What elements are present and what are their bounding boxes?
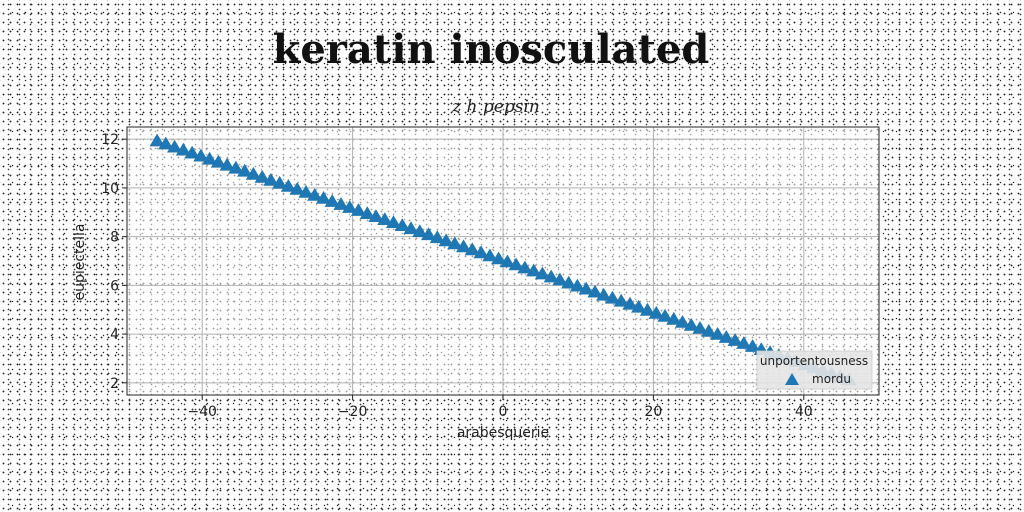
data-point	[552, 272, 568, 286]
data-point	[534, 266, 550, 280]
data-point	[333, 197, 349, 210]
data-point	[718, 330, 734, 343]
data-point	[210, 154, 226, 168]
data-point	[517, 260, 533, 274]
data-point	[167, 139, 183, 153]
data-point	[158, 136, 174, 150]
chart-subtitle: z h pepsin	[451, 97, 540, 117]
data-point	[578, 281, 594, 295]
grid	[127, 127, 879, 395]
data-point	[561, 275, 577, 289]
legend-marker-mordu	[785, 373, 799, 385]
data-point	[482, 248, 498, 262]
y-tick-label: 10	[101, 181, 119, 197]
data-point	[438, 233, 454, 247]
x-axis-label: arabesquerie	[457, 425, 549, 441]
data-point	[254, 169, 270, 183]
x-tick-label: 0	[499, 404, 508, 420]
data-point	[272, 175, 288, 189]
data-point	[447, 236, 463, 250]
x-tick-label: −40	[187, 404, 217, 420]
data-point	[569, 278, 585, 292]
y-tick-label: 12	[101, 132, 119, 148]
data-point	[184, 145, 200, 159]
y-tick-label: 4	[110, 327, 119, 343]
legend: unportentousness mordu	[756, 350, 873, 390]
data-point	[342, 200, 358, 213]
data-point	[324, 194, 340, 207]
data-point	[491, 251, 507, 265]
x-tick-label: 40	[795, 404, 813, 420]
y-tick-label: 2	[110, 376, 119, 392]
legend-label-mordu: mordu	[812, 372, 851, 386]
data-point	[202, 151, 218, 165]
data-point	[674, 315, 691, 328]
data-point	[631, 299, 647, 313]
data-point	[237, 163, 253, 177]
data-point	[219, 157, 235, 171]
data-point	[377, 212, 393, 225]
data-point	[245, 166, 261, 180]
y-tick-label: 6	[110, 278, 119, 294]
legend-box	[756, 350, 873, 390]
data-point	[499, 254, 515, 268]
data-point	[710, 327, 726, 340]
data-point	[692, 321, 708, 334]
data-point	[280, 179, 296, 192]
data-point	[648, 305, 664, 319]
data-point	[412, 224, 428, 238]
x-tick-label: 20	[644, 404, 662, 420]
data-point	[228, 160, 244, 174]
data-point	[639, 302, 656, 316]
data-point	[727, 333, 743, 346]
data-point	[736, 336, 752, 349]
data-point	[543, 269, 559, 283]
x-tick-label: −20	[338, 404, 368, 420]
ticks: −40 −20 0 20 40 2 4 6 8 10 12	[101, 132, 813, 420]
data-point	[421, 227, 437, 241]
data-point	[587, 284, 603, 298]
data-point	[149, 133, 165, 147]
data-point	[604, 290, 621, 304]
data-point	[701, 324, 717, 337]
data-point	[315, 191, 332, 204]
data-point	[368, 209, 384, 222]
data-point	[666, 311, 682, 325]
chart-title: keratin inosculated	[273, 26, 710, 73]
data-point	[175, 142, 191, 156]
data-point	[394, 218, 410, 231]
data-point	[263, 172, 279, 186]
data-point	[350, 203, 367, 216]
y-tick-label: 8	[110, 230, 119, 246]
data-point	[596, 287, 612, 301]
data-point	[657, 308, 673, 322]
data-point	[473, 245, 489, 259]
series-mordu	[149, 133, 857, 386]
data-point	[307, 188, 323, 201]
data-point	[622, 296, 638, 310]
data-point	[613, 293, 629, 307]
plot-frame	[126, 126, 880, 396]
data-point	[508, 257, 524, 271]
data-point	[289, 182, 305, 195]
data-point	[526, 263, 542, 277]
data-point	[429, 230, 445, 244]
legend-title: unportentousness	[760, 354, 868, 368]
data-point	[464, 242, 480, 256]
data-point	[683, 318, 699, 331]
data-point	[193, 148, 209, 162]
data-point	[403, 221, 419, 235]
data-point	[456, 239, 472, 253]
data-point	[385, 215, 402, 228]
data-point	[745, 339, 761, 352]
data-point	[298, 185, 314, 198]
data-point	[359, 206, 375, 219]
y-axis-label: eupiectella	[72, 223, 88, 300]
